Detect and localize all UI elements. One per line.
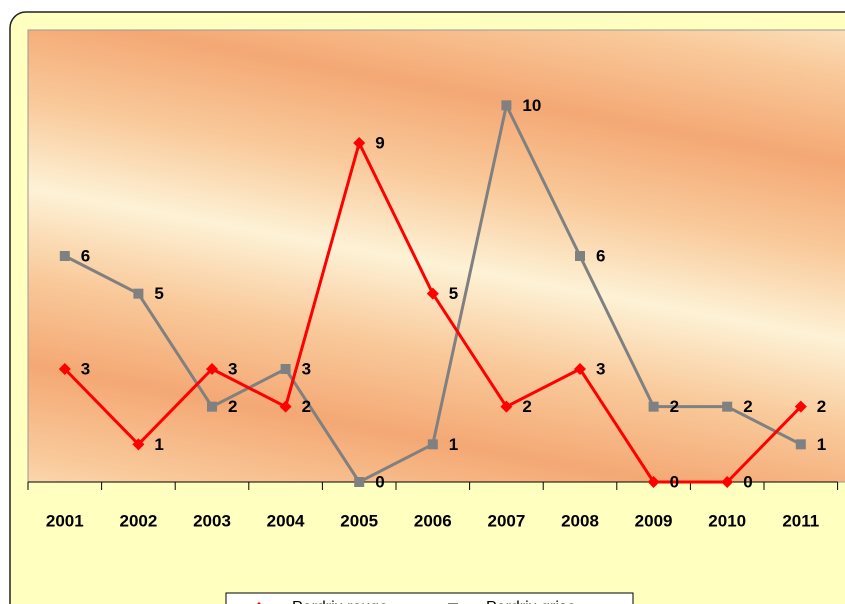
data-label: 2 <box>228 397 237 416</box>
point <box>133 288 144 299</box>
x-tick-label: 2005 <box>340 511 378 530</box>
x-tick-label: 2009 <box>635 511 673 530</box>
point <box>426 287 439 300</box>
data-label: 2 <box>302 397 311 416</box>
data-label: 0 <box>743 472 752 491</box>
point <box>501 100 512 111</box>
point <box>575 251 585 261</box>
data-label: 9 <box>375 133 384 152</box>
point <box>206 363 218 375</box>
point <box>795 439 806 450</box>
point <box>722 401 733 412</box>
data-label: 5 <box>449 284 458 303</box>
point <box>721 476 734 488</box>
point <box>427 439 438 450</box>
data-label: 1 <box>817 435 826 454</box>
x-tick-label: 2007 <box>487 511 525 530</box>
data-label: 2 <box>670 397 679 416</box>
x-tick-label: 2002 <box>119 511 157 530</box>
point <box>648 401 659 412</box>
data-label: 0 <box>375 472 384 491</box>
point <box>574 363 586 375</box>
data-label: 3 <box>228 359 237 378</box>
point <box>280 364 291 374</box>
data-label: 0 <box>670 472 679 491</box>
data-label: 1 <box>154 435 163 454</box>
data-label: 2 <box>743 397 752 416</box>
data-label: 6 <box>596 246 605 265</box>
data-label: 3 <box>596 359 605 378</box>
plot-area <box>27 29 845 483</box>
data-label: 2 <box>522 397 531 416</box>
point <box>354 477 365 487</box>
x-tick-label: 2006 <box>414 511 452 530</box>
legend-label: Perdrix rouge <box>292 599 388 604</box>
point <box>353 137 366 149</box>
data-label: 6 <box>81 246 90 265</box>
point <box>647 476 660 488</box>
x-tick-label: 2001 <box>46 511 84 530</box>
point <box>279 400 292 413</box>
x-tick-label: 2010 <box>708 511 746 530</box>
point <box>794 400 807 413</box>
data-label: 3 <box>302 359 311 378</box>
data-label: 10 <box>522 96 541 115</box>
x-tick-label: 2008 <box>561 511 599 530</box>
data-label: 5 <box>154 284 163 303</box>
x-tick-label: 2004 <box>267 511 305 530</box>
point <box>500 400 513 413</box>
x-tick-label: 2003 <box>193 511 231 530</box>
point <box>58 363 71 375</box>
legend-box <box>225 592 634 604</box>
point <box>132 438 145 451</box>
point <box>59 251 70 261</box>
point <box>207 401 217 412</box>
data-label: 2 <box>817 397 826 416</box>
data-label: 1 <box>449 435 458 454</box>
data-label: 3 <box>81 359 90 378</box>
x-tick-label: 2011 <box>782 511 819 530</box>
legend-label: Perdrix grise <box>486 599 576 604</box>
